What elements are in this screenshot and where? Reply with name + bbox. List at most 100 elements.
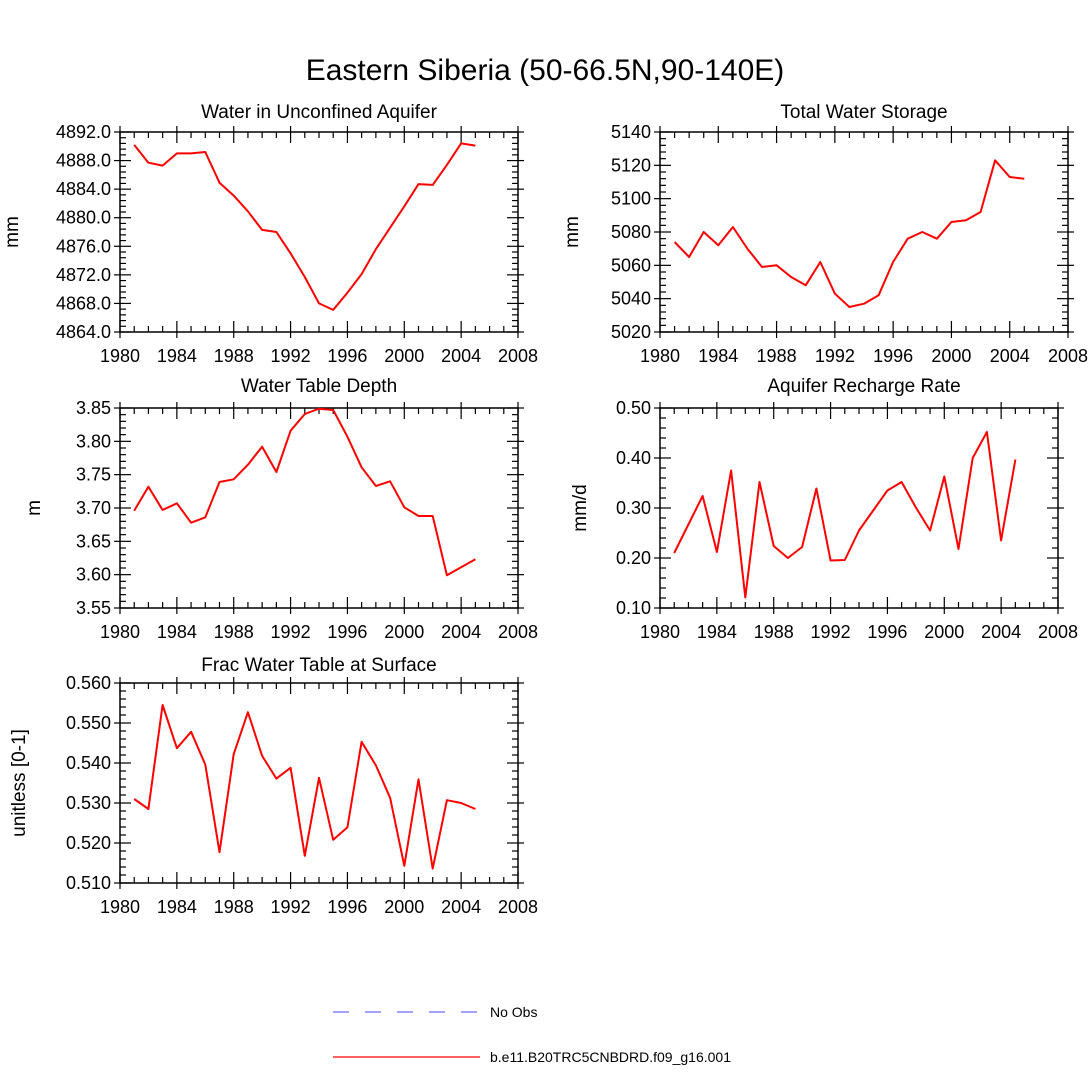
plot-frame (660, 132, 1068, 332)
x-tick-label: 1984 (157, 622, 197, 642)
y-tick-label: 0.50 (616, 398, 651, 418)
y-tick-label: 3.85 (76, 398, 111, 418)
panel-title: Aquifer Recharge Rate (767, 376, 960, 397)
panel-title: Water Table Depth (241, 376, 397, 397)
legend-label-model: b.e11.B20TRC5CNBDRD.f09_g16.001 (490, 1049, 731, 1065)
y-tick-label: 0.530 (66, 793, 111, 813)
x-tick-label: 1984 (697, 622, 737, 642)
y-tick-label: 5120 (611, 155, 651, 175)
y-tick-label: 3.70 (76, 498, 111, 518)
y-axis-label: m (24, 500, 45, 516)
x-tick-label: 1996 (867, 622, 907, 642)
x-tick-label: 2004 (441, 622, 481, 642)
y-tick-label: 5080 (611, 222, 651, 242)
y-tick-label: 3.80 (76, 431, 111, 451)
y-tick-label: 5060 (611, 255, 651, 275)
x-tick-label: 1980 (640, 622, 680, 642)
main-title: Eastern Siberia (50-66.5N,90-140E) (306, 54, 785, 87)
y-tick-label: 4880.0 (56, 208, 111, 228)
x-tick-label: 1988 (214, 622, 254, 642)
y-tick-label: 4868.0 (56, 293, 111, 313)
x-tick-label: 1980 (100, 622, 140, 642)
chart-page: Eastern Siberia (50-66.5N,90-140E) Water… (0, 0, 1090, 1090)
x-tick-label: 2008 (1048, 346, 1088, 366)
x-tick-label: 1992 (815, 346, 855, 366)
y-tick-label: 0.510 (66, 873, 111, 893)
x-tick-label: 1984 (157, 897, 197, 917)
series-line (675, 160, 1025, 307)
x-tick-label: 1992 (811, 622, 851, 642)
x-tick-label: 1984 (157, 346, 197, 366)
x-tick-label: 2008 (1038, 622, 1078, 642)
y-tick-label: 3.55 (76, 598, 111, 618)
y-tick-label: 4892.0 (56, 122, 111, 142)
x-tick-label: 2004 (981, 622, 1021, 642)
x-tick-label: 2004 (441, 897, 481, 917)
y-tick-label: 0.560 (66, 673, 111, 693)
x-tick-label: 2008 (498, 346, 538, 366)
y-tick-label: 0.20 (616, 548, 651, 568)
x-tick-label: 1988 (754, 622, 794, 642)
panel-aquifer-recharge-rate: Aquifer Recharge Rate mm/d 1980 1984 1988 1… (570, 376, 1078, 642)
x-tick-label: 1980 (100, 897, 140, 917)
x-tick-label: 1988 (214, 346, 254, 366)
series-line (134, 143, 475, 310)
y-axis-label: mm (562, 216, 583, 248)
y-axis-label: mm (2, 216, 23, 248)
y-tick-label: 0.520 (66, 833, 111, 853)
x-tick-label: 2008 (498, 897, 538, 917)
x-tick-label: 1996 (327, 346, 367, 366)
panel-title: Total Water Storage (780, 102, 947, 123)
y-tick-label: 3.65 (76, 531, 111, 551)
panel-title: Frac Water Table at Surface (201, 655, 437, 676)
x-tick-label: 2008 (498, 622, 538, 642)
x-tick-label: 1992 (271, 622, 311, 642)
y-tick-label: 3.60 (76, 565, 111, 585)
x-tick-label: 1992 (271, 346, 311, 366)
y-tick-label: 4872.0 (56, 265, 111, 285)
x-tick-label: 2000 (384, 346, 424, 366)
panel-frac-water-table-at-surface: Frac Water Table at Surface unitless [0-… (9, 655, 538, 917)
series-line (674, 432, 1015, 598)
x-tick-label: 1992 (271, 897, 311, 917)
x-tick-label: 2004 (990, 346, 1030, 366)
x-tick-label: 2000 (384, 622, 424, 642)
panel-water-in-unconfined-aquifer: Water in Unconfined Aquifer mm 1980 1984 1… (2, 102, 538, 366)
y-tick-label: 0.10 (616, 598, 651, 618)
x-tick-label: 2004 (441, 346, 481, 366)
y-tick-label: 5140 (611, 122, 651, 142)
panel-title: Water in Unconfined Aquifer (201, 102, 438, 123)
legend: No Obs b.e11.B20TRC5CNBDRD.f09_g16.001 (333, 1004, 731, 1065)
y-tick-label: 4888.0 (56, 151, 111, 171)
panel-total-water-storage: Total Water Storage mm 1980 1984 1988 1992 1… (562, 102, 1088, 366)
x-tick-label: 2000 (384, 897, 424, 917)
x-tick-label: 1980 (640, 346, 680, 366)
y-tick-label: 0.550 (66, 713, 111, 733)
series-line (134, 705, 475, 869)
y-axis-label: unitless [0-1] (9, 729, 30, 837)
x-tick-label: 1988 (757, 346, 797, 366)
y-tick-label: 5100 (611, 189, 651, 209)
x-tick-label: 2000 (931, 346, 971, 366)
x-tick-label: 1988 (214, 897, 254, 917)
x-tick-label: 2000 (924, 622, 964, 642)
x-tick-label: 1996 (327, 622, 367, 642)
y-tick-label: 4884.0 (56, 179, 111, 199)
y-tick-label: 0.540 (66, 753, 111, 773)
series-line (134, 409, 475, 576)
legend-label-no-obs: No Obs (490, 1004, 537, 1020)
x-tick-label: 1980 (100, 346, 140, 366)
panel-water-table-depth: Water Table Depth m 1980 1984 1988 1992 1996… (24, 376, 538, 642)
x-tick-label: 1996 (327, 897, 367, 917)
x-tick-label: 1996 (873, 346, 913, 366)
x-tick-label: 1984 (698, 346, 738, 366)
y-tick-label: 4876.0 (56, 236, 111, 256)
y-tick-label: 5040 (611, 289, 651, 309)
y-tick-label: 5020 (611, 322, 651, 342)
y-tick-label: 0.40 (616, 448, 651, 468)
y-axis-label: mm/d (570, 484, 591, 532)
plot-frame (660, 408, 1058, 608)
y-tick-label: 3.75 (76, 465, 111, 485)
y-tick-label: 4864.0 (56, 322, 111, 342)
y-tick-label: 0.30 (616, 498, 651, 518)
